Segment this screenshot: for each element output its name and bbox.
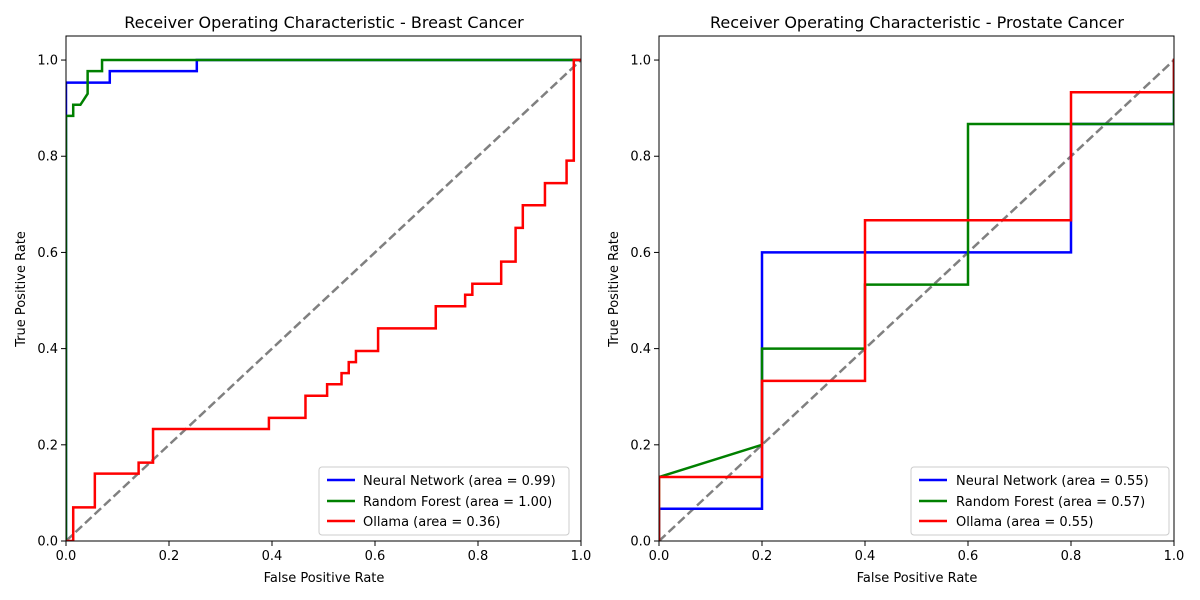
chart-title: Receiver Operating Characteristic - Brea…	[124, 13, 524, 32]
breast-cancer-roc-chart: Receiver Operating Characteristic - Brea…	[14, 13, 591, 586]
legend: Neural Network (area = 0.55) Random Fore…	[910, 466, 1170, 536]
legend-item: Neural Network (area = 0.55)	[919, 474, 1149, 489]
y-tick-label: 0.0	[37, 535, 58, 550]
x-tick-label: 0.2	[752, 549, 773, 564]
y-tick-label: 1.0	[37, 54, 58, 69]
legend-item: Random Forest (area = 1.00)	[327, 495, 552, 510]
x-axis-label: False Positive Rate	[857, 571, 978, 586]
series-group	[66, 58, 581, 541]
legend: Neural Network (area = 0.99) Random Fore…	[318, 466, 570, 536]
y-tick-label: 0.6	[37, 246, 58, 261]
legend-label: Neural Network (area = 0.99)	[363, 474, 556, 489]
y-tick-label: 0.4	[37, 342, 58, 357]
y-axis-label: True Positive Rate	[607, 231, 622, 348]
y-tick-label: 1.0	[630, 54, 651, 69]
x-tick-label: 1.0	[571, 549, 592, 564]
legend-item: Ollama (area = 0.36)	[327, 515, 500, 530]
x-tick-label: 0.6	[958, 549, 979, 564]
y-tick-label: 0.8	[37, 150, 58, 165]
legend-item: Ollama (area = 0.55)	[919, 515, 1093, 530]
plot-area: 0.0 0.2 0.4 0.6 0.8 1.0 0.0 0.2 0.4 0.6 0.8 1.0	[37, 35, 592, 564]
axes-frame	[65, 35, 582, 542]
x-tick-label: 1.0	[1164, 549, 1185, 564]
series-line-1	[66, 58, 581, 541]
x-tick-label: 0.2	[159, 549, 180, 564]
axes-frame	[658, 35, 1175, 542]
legend-frame	[318, 466, 570, 536]
x-tick-label: 0.6	[365, 549, 386, 564]
legend-item: Random Forest (area = 0.57)	[919, 495, 1145, 510]
y-tick-label: 0.0	[630, 535, 651, 550]
legend-label: Random Forest (area = 1.00)	[363, 495, 552, 510]
chart-title: Receiver Operating Characteristic - Pros…	[710, 13, 1124, 32]
legend-label: Ollama (area = 0.36)	[363, 515, 500, 530]
x-tick-label: 0.8	[468, 549, 489, 564]
x-tick-label: 0.4	[262, 549, 283, 564]
legend-label: Neural Network (area = 0.55)	[956, 474, 1149, 489]
series-line-2	[66, 58, 581, 541]
series-group	[659, 58, 1174, 541]
x-tick-label: 0.4	[855, 549, 876, 564]
legend-label: Ollama (area = 0.55)	[956, 515, 1093, 530]
reference-diagonal-line	[659, 59, 1174, 541]
legend-frame	[910, 466, 1170, 536]
y-tick-label: 0.8	[630, 150, 651, 165]
legend-label: Random Forest (area = 0.57)	[956, 495, 1145, 510]
y-tick-label: 0.2	[37, 438, 58, 453]
x-tick-label: 0.8	[1061, 549, 1082, 564]
series-line-2	[659, 58, 1174, 541]
plot-area: 0.0 0.2 0.4 0.6 0.8 1.0 0.0 0.2 0.4 0.6 0.8 1.0	[630, 35, 1185, 564]
prostate-cancer-roc-chart: Receiver Operating Characteristic - Pros…	[607, 13, 1184, 586]
legend-item: Neural Network (area = 0.99)	[327, 474, 556, 489]
y-tick-label: 0.4	[630, 342, 651, 357]
y-axis-label: True Positive Rate	[14, 231, 29, 348]
x-tick-label: 0.0	[649, 549, 670, 564]
y-tick-label: 0.6	[630, 246, 651, 261]
x-tick-label: 0.0	[56, 549, 77, 564]
x-axis-label: False Positive Rate	[264, 571, 385, 586]
y-tick-label: 0.2	[630, 438, 651, 453]
